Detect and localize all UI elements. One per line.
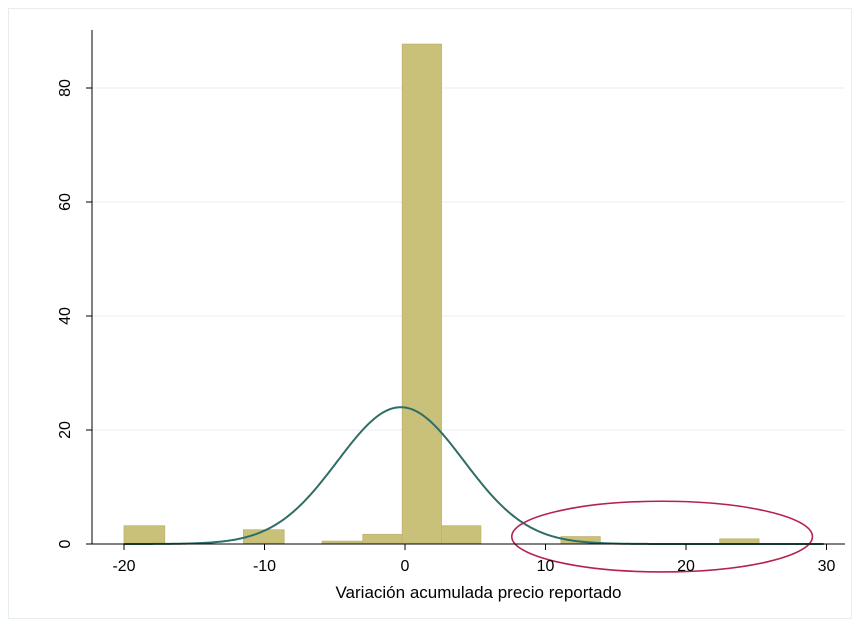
tick-labels: -20 -10 0 10 20 30 0 20 40 60 80 <box>57 79 836 575</box>
normal-density-curve <box>124 406 824 545</box>
histogram-bar <box>123 525 166 545</box>
highlight-ellipse <box>510 500 814 573</box>
annotation-ellipse <box>510 500 814 573</box>
x-tick-label: 30 <box>818 558 836 575</box>
x-tick-label: 20 <box>677 558 695 575</box>
y-tick-label: 40 <box>57 307 74 325</box>
x-tick-label: 0 <box>401 558 410 575</box>
x-axis-title: Variación acumulada precio reportado <box>335 583 621 602</box>
x-tick-label: -20 <box>112 558 135 575</box>
axes <box>91 30 845 545</box>
histogram-bars <box>123 43 760 545</box>
y-tick-label: 0 <box>57 539 74 548</box>
x-tick-label: -10 <box>253 558 276 575</box>
y-tick-label: 20 <box>57 421 74 439</box>
density-curve-line <box>124 406 824 545</box>
histogram-bar <box>362 533 403 545</box>
chart-frame <box>8 8 852 619</box>
histogram-bar <box>441 525 482 545</box>
y-tick-label: 80 <box>57 79 74 97</box>
x-tick-label: 10 <box>537 558 555 575</box>
histogram-bar <box>401 43 442 545</box>
gridlines <box>92 87 845 431</box>
y-tick-label: 60 <box>57 193 74 211</box>
